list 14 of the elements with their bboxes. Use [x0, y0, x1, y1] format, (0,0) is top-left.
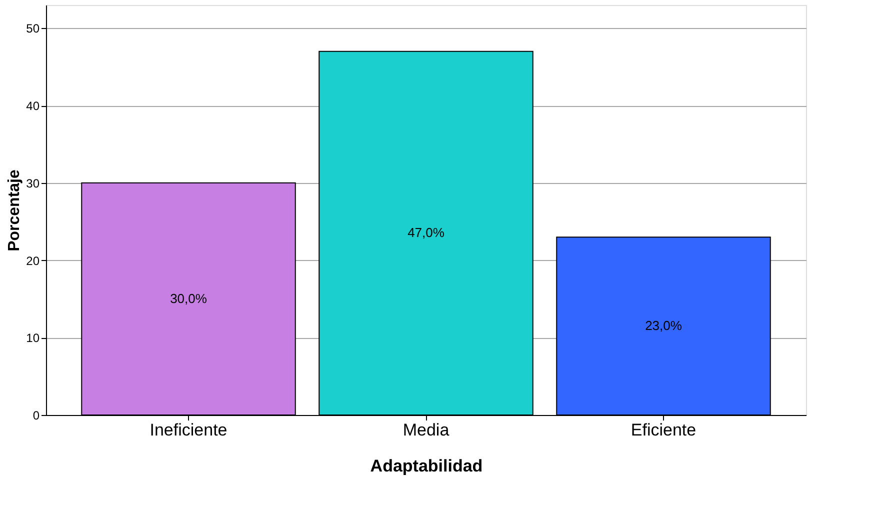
data-label: 47,0% — [408, 225, 445, 240]
data-label: 30,0% — [170, 290, 208, 306]
data-label: 23,0% — [645, 318, 682, 334]
x-axis-title: Adaptabilidad — [370, 456, 483, 476]
x-tick-label: Ineficiente — [150, 420, 228, 440]
x-tick-label: Eficiente — [630, 420, 696, 440]
x-tick-label: Media — [402, 420, 450, 440]
y-tick-label: 20 — [26, 254, 40, 268]
y-axis-title: Porcentaje — [6, 169, 24, 252]
y-tick-label: 30 — [26, 176, 40, 190]
y-tick-label: 40 — [26, 99, 40, 114]
y-tick-label: 0 — [32, 408, 40, 422]
y-tick-label: 10 — [26, 331, 40, 346]
y-tick-label: 50 — [26, 22, 40, 36]
